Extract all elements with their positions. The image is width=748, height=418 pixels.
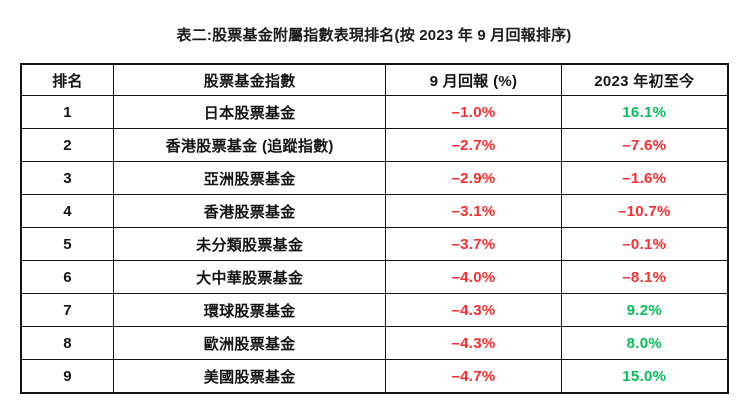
fund-name-cell: 歐洲股票基金 [113, 326, 387, 360]
sep-return-cell: –1.0% [385, 95, 562, 129]
rank-cell: 6 [20, 260, 115, 294]
column-header-ytd-return: 2023 年初至今 [560, 63, 729, 96]
fund-name-cell: 香港股票基金 (追蹤指數) [113, 128, 387, 162]
rank-cell: 9 [20, 359, 115, 394]
column-header-sep-return: 9 月回報 (%) [385, 63, 562, 96]
table-header: 排名 股票基金指數 9 月回報 (%) 2023 年初至今 [20, 63, 729, 96]
fund-name-cell: 亞洲股票基金 [113, 161, 387, 195]
ytd-return-cell: –7.6% [560, 128, 729, 162]
ytd-return-cell: –8.1% [560, 260, 729, 294]
fund-name-cell: 美國股票基金 [113, 359, 387, 394]
rank-cell: 1 [20, 95, 115, 129]
sep-return-cell: –4.0% [385, 260, 562, 294]
fund-name-cell: 日本股票基金 [113, 95, 387, 129]
table-row: 2 香港股票基金 (追蹤指數) –2.7% –7.6% [20, 128, 729, 162]
table-row: 7 環球股票基金 –4.3% 9.2% [20, 293, 729, 327]
table-row: 5 未分類股票基金 –3.7% –0.1% [20, 227, 729, 261]
rank-cell: 2 [20, 128, 115, 162]
column-header-rank: 排名 [20, 63, 115, 96]
ytd-return-cell: 9.2% [560, 293, 729, 327]
ytd-return-cell: 15.0% [560, 359, 729, 394]
sep-return-cell: –4.7% [385, 359, 562, 394]
table-row: 9 美國股票基金 –4.7% 15.0% [20, 359, 729, 394]
fund-name-cell: 環球股票基金 [113, 293, 387, 327]
sep-return-cell: –4.3% [385, 326, 562, 360]
table-row: 3 亞洲股票基金 –2.9% –1.6% [20, 161, 729, 195]
column-header-fund-index: 股票基金指數 [113, 63, 387, 96]
table-title: 表二:股票基金附屬指數表現排名(按 2023 年 9 月回報排序) [176, 27, 572, 44]
fund-name-cell: 未分類股票基金 [113, 227, 387, 261]
ytd-return-cell: –10.7% [560, 194, 729, 228]
rank-cell: 7 [20, 293, 115, 327]
sep-return-cell: –2.9% [385, 161, 562, 195]
fund-ranking-table: 排名 股票基金指數 9 月回報 (%) 2023 年初至今 1 日本股票基金 –… [20, 63, 729, 394]
ytd-return-cell: 8.0% [560, 326, 729, 360]
rank-cell: 8 [20, 326, 115, 360]
table-row: 8 歐洲股票基金 –4.3% 8.0% [20, 326, 729, 360]
ytd-return-cell: –0.1% [560, 227, 729, 261]
table-row: 1 日本股票基金 –1.0% 16.1% [20, 95, 729, 129]
ytd-return-cell: –1.6% [560, 161, 729, 195]
table-body: 1 日本股票基金 –1.0% 16.1% 2 香港股票基金 (追蹤指數) –2.… [20, 95, 729, 394]
sep-return-cell: –3.1% [385, 194, 562, 228]
table-row: 4 香港股票基金 –3.1% –10.7% [20, 194, 729, 228]
fund-name-cell: 香港股票基金 [113, 194, 387, 228]
ytd-return-cell: 16.1% [560, 95, 729, 129]
rank-cell: 5 [20, 227, 115, 261]
rank-cell: 4 [20, 194, 115, 228]
sep-return-cell: –2.7% [385, 128, 562, 162]
table-row: 6 大中華股票基金 –4.0% –8.1% [20, 260, 729, 294]
header-row: 排名 股票基金指數 9 月回報 (%) 2023 年初至今 [20, 63, 729, 96]
fund-name-cell: 大中華股票基金 [113, 260, 387, 294]
sep-return-cell: –4.3% [385, 293, 562, 327]
rank-cell: 3 [20, 161, 115, 195]
sep-return-cell: –3.7% [385, 227, 562, 261]
